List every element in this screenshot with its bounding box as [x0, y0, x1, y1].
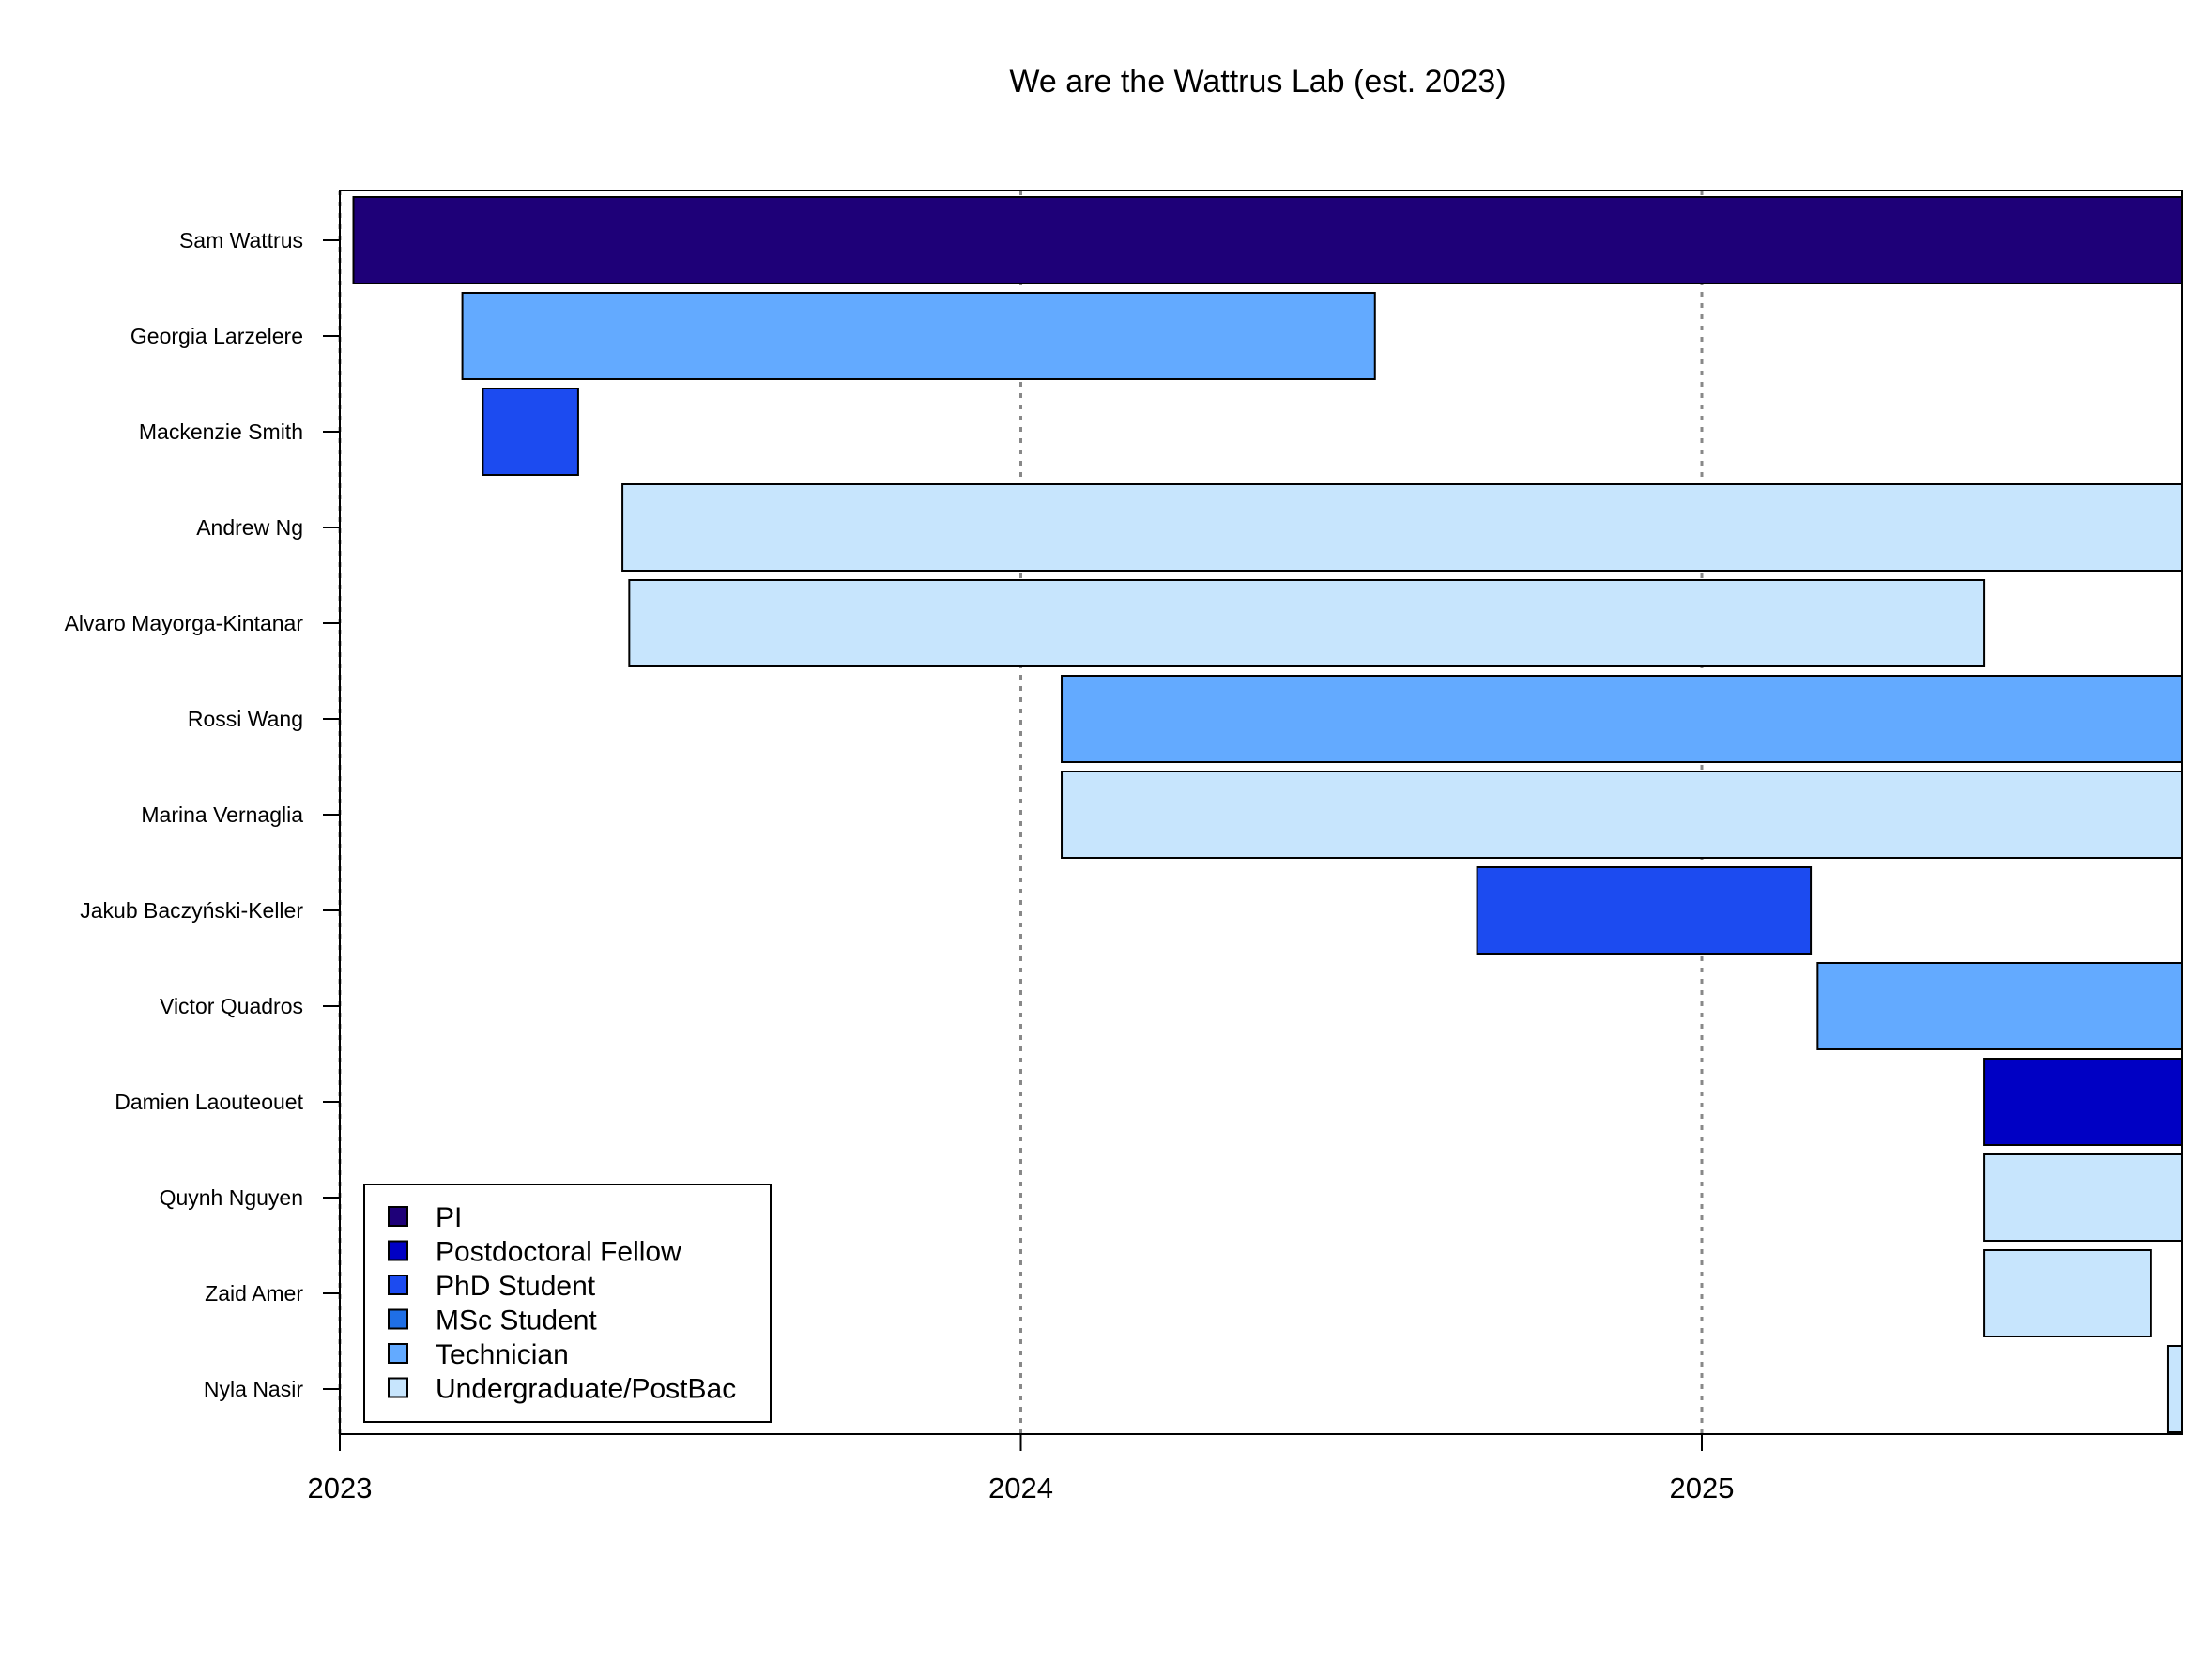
y-tick-label: Quynh Nguyen: [160, 1185, 303, 1210]
y-tick-label: Victor Quadros: [160, 994, 303, 1018]
y-tick-label: Georgia Larzelere: [130, 324, 303, 348]
y-tick-label: Jakub Baczyński-Keller: [80, 898, 303, 923]
bar-victor-quadros: [1816, 962, 2183, 1050]
bar-sam-wattrus: [352, 196, 2183, 284]
y-tick-label: Marina Vernaglia: [141, 802, 303, 827]
legend-label: Postdoctoral Fellow: [436, 1237, 681, 1268]
x-tick-label: 2023: [308, 1472, 373, 1504]
legend-box: [363, 1184, 772, 1423]
y-tick-label: Nyla Nasir: [204, 1377, 303, 1401]
y-tick-label: Andrew Ng: [196, 515, 303, 540]
bar-alvaro-mayorga-kintanar: [628, 579, 1986, 667]
bar-marina-vernaglia: [1061, 771, 2183, 859]
bar-damien-laouteouet: [1983, 1058, 2184, 1146]
legend-label: PI: [436, 1202, 462, 1233]
bar-nyla-nasir: [2166, 1345, 2184, 1433]
legend-label: Undergraduate/PostBac: [436, 1374, 736, 1405]
bar-andrew-ng: [621, 483, 2183, 572]
bars: [352, 196, 2184, 1433]
legend-swatch: [388, 1343, 408, 1364]
x-tick-label: 2024: [988, 1472, 1053, 1504]
bar-rossi-wang: [1061, 675, 2183, 763]
bar-zaid-amer: [1983, 1249, 2152, 1337]
y-axis: Sam Wattrus Georgia Larzelere Mackenzie Sm…: [65, 228, 340, 1401]
legend-label: Technician: [436, 1339, 569, 1370]
legend-label: MSc Student: [436, 1306, 597, 1336]
bar-quynh-nguyen: [1983, 1153, 2184, 1242]
legend-swatch: [388, 1377, 408, 1398]
x-axis: 2023 2024 2025: [308, 1434, 1735, 1504]
y-tick-label: Sam Wattrus: [179, 228, 303, 252]
bar-jakub-baczy-ski-keller: [1476, 866, 1813, 955]
y-tick-label: Rossi Wang: [188, 707, 303, 731]
y-tick-label: Zaid Amer: [205, 1281, 303, 1306]
plot-frame: [339, 190, 2183, 1435]
legend-swatch: [388, 1308, 408, 1330]
bar-georgia-larzelere: [461, 292, 1376, 380]
legend-swatch: [388, 1275, 408, 1295]
chart-title: We are the Wattrus Lab (est. 2023): [1009, 64, 1506, 99]
legend-swatch: [388, 1240, 408, 1261]
y-tick-label: Alvaro Mayorga-Kintanar: [65, 611, 304, 635]
legend-swatch: [388, 1206, 408, 1227]
y-tick-label: Mackenzie Smith: [139, 420, 303, 444]
legend-label: PhD Student: [436, 1271, 596, 1302]
x-tick-label: 2025: [1670, 1472, 1735, 1504]
y-tick-label: Damien Laouteouet: [115, 1090, 303, 1114]
bar-mackenzie-smith: [482, 388, 579, 476]
